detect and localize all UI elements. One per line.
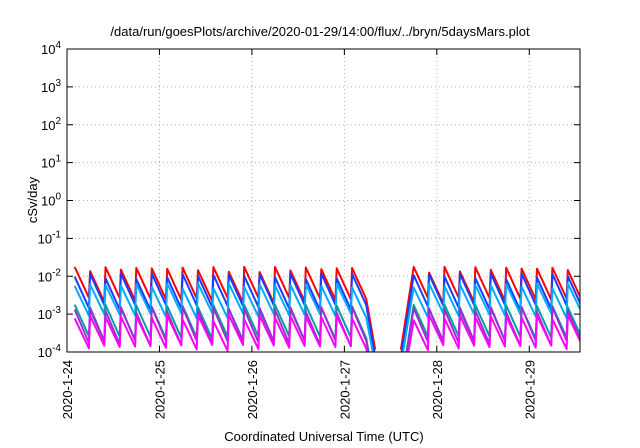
y-tick-label: 100 <box>41 192 61 209</box>
y-tick-label: 10-2 <box>38 267 62 284</box>
series-line <box>402 282 580 352</box>
series-line <box>73 314 368 352</box>
chart-title: /data/run/goesPlots/archive/2020-01-29/1… <box>110 24 530 39</box>
y-tick-label: 10-3 <box>38 305 62 322</box>
y-axis-label: cSv/day <box>25 176 40 223</box>
x-tick-label: 2020-1-25 <box>152 360 167 419</box>
x-tick-label: 2020-1-28 <box>430 360 445 419</box>
x-tick-label: 2020-1-27 <box>337 360 352 419</box>
x-tick-label: 2020-1-24 <box>60 360 75 419</box>
x-tick-label: 2020-1-29 <box>522 360 537 419</box>
series-layer <box>73 265 580 352</box>
y-tick-label: 104 <box>41 40 61 57</box>
x-tick-label: 2020-1-26 <box>245 360 260 419</box>
y-tick-label: 10-1 <box>38 229 62 246</box>
gridlines <box>66 49 580 352</box>
y-tick-label: 103 <box>41 78 61 95</box>
y-tick-label: 102 <box>41 116 61 133</box>
x-axis-ticks: 2020-1-24 2020-1-25 2020-1-26 2020-1-27 2020… <box>60 49 537 419</box>
y-tick-label: 101 <box>41 154 61 171</box>
x-axis-label: Coordinated Universal Time (UTC) <box>224 429 423 444</box>
series-line <box>407 314 580 352</box>
y-tick-label: 10-4 <box>38 343 62 360</box>
